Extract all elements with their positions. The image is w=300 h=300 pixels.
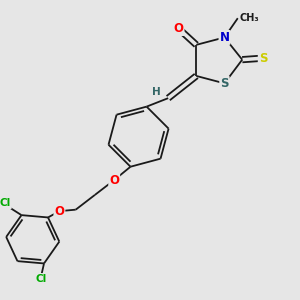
Text: CH₃: CH₃ [239,13,259,23]
Text: Cl: Cl [0,198,11,208]
Text: O: O [173,22,184,35]
Text: O: O [54,205,64,218]
Text: H: H [152,87,161,97]
Text: S: S [220,77,229,90]
Text: N: N [220,31,230,44]
Text: O: O [109,173,119,187]
Text: S: S [259,52,267,65]
Text: Cl: Cl [35,274,47,284]
